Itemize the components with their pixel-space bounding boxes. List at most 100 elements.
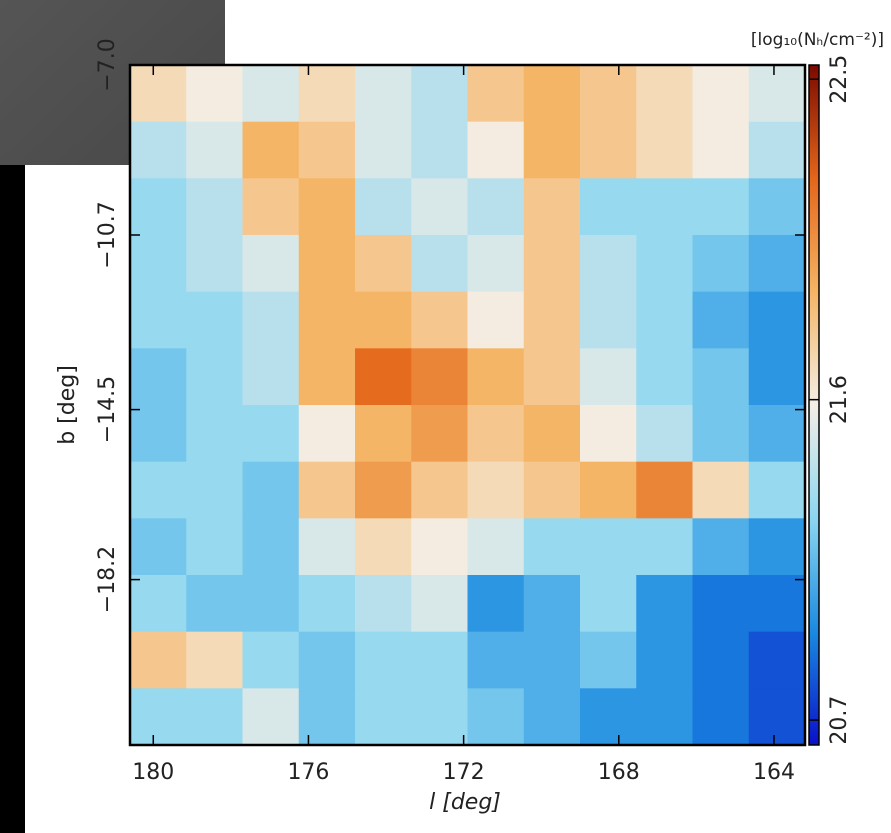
heatmap-cell [523, 348, 581, 406]
heatmap-cell [411, 178, 468, 236]
heatmap-cell [467, 688, 525, 745]
heatmap-cell [523, 121, 581, 179]
heatmap-cell [242, 235, 300, 293]
heatmap-cell [636, 688, 693, 745]
heatmap-cell [748, 688, 805, 745]
heatmap-cell [298, 178, 356, 236]
heatmap-cell [186, 461, 243, 519]
heatmap-cell [355, 291, 412, 349]
heatmap-cell [130, 291, 187, 349]
heatmap-cell [636, 235, 693, 293]
heatmap-cell [298, 518, 356, 576]
heatmap-cell [130, 518, 187, 576]
heatmap-cell [130, 235, 187, 293]
x-axis-label: l [deg] [429, 790, 501, 815]
heatmap-cell [298, 405, 356, 463]
heatmap-cell [748, 518, 805, 576]
heatmap-cell [467, 121, 525, 179]
heatmap-cell [355, 405, 412, 463]
heatmap-cell [242, 405, 300, 463]
heatmap-cell [580, 121, 637, 179]
heatmap-cell [636, 121, 693, 179]
heatmap-cell [411, 575, 468, 633]
colorbar-tick-label: 20.7 [827, 696, 852, 745]
heatmap-cell [298, 461, 356, 519]
heatmap-cell [186, 575, 243, 633]
heatmap-cell [186, 121, 243, 179]
heatmap-cell [298, 235, 356, 293]
heatmap-cell [636, 291, 693, 349]
heatmap-cell [580, 291, 637, 349]
heatmap-cell [580, 688, 637, 745]
colorbar-tick-label: 22.5 [827, 55, 852, 104]
heatmap-cell [242, 688, 300, 745]
heatmap-cell [467, 461, 525, 519]
heatmap-cell [523, 518, 581, 576]
heatmap-cell [242, 178, 300, 236]
heatmap-cell [580, 575, 637, 633]
heatmap-cell [523, 178, 581, 236]
x-tick-label: 180 [132, 760, 174, 785]
heatmap-cell [692, 235, 750, 293]
heatmap-cell [355, 178, 412, 236]
heatmap-cell [748, 65, 805, 123]
heatmap-cell [467, 291, 525, 349]
heatmap-cell [186, 291, 243, 349]
heatmap-cell [355, 235, 412, 293]
heatmap-cell [242, 575, 300, 633]
x-tick-label: 176 [287, 760, 329, 785]
heatmap-cell [748, 405, 805, 463]
heatmap-cell [692, 688, 750, 745]
plot-frame [128, 63, 807, 747]
y-tick-label: −14.5 [95, 376, 120, 443]
heatmap-cell [692, 65, 750, 123]
heatmap-cell [580, 235, 637, 293]
heatmap-cell [692, 631, 750, 689]
heatmap-cell [580, 518, 637, 576]
heatmap-cell [411, 688, 468, 745]
heatmap-cell [748, 461, 805, 519]
left-strip [0, 165, 25, 833]
heatmap-cell [636, 405, 693, 463]
heatmap-cell [411, 405, 468, 463]
map [130, 65, 805, 745]
heatmap-cell [130, 688, 187, 745]
heatmap-cell [748, 121, 805, 179]
heatmap-cell [692, 461, 750, 519]
heatmap-cell [692, 178, 750, 236]
heatmap-cell [467, 631, 525, 689]
heatmap-cell [130, 121, 187, 179]
heatmap-cell [467, 348, 525, 406]
heatmap-cell [355, 121, 412, 179]
heatmap-cell [186, 65, 243, 123]
heatmap-cell [411, 461, 468, 519]
heatmap-cell [523, 65, 581, 123]
x-tick-label: 164 [753, 760, 795, 785]
heatmap-cell [130, 348, 187, 406]
heatmap-cell [580, 348, 637, 406]
heatmap-cell [523, 461, 581, 519]
heatmap-cell [692, 405, 750, 463]
heatmap-cell [130, 178, 187, 236]
heatmap-cell [130, 575, 187, 633]
colorbar-tick-label: 21.6 [827, 375, 852, 424]
heatmap-cell [186, 405, 243, 463]
heatmap-cell [298, 65, 356, 123]
heatmap-cell [242, 461, 300, 519]
y-tick-label: −18.2 [95, 546, 120, 613]
heatmap-cell [186, 518, 243, 576]
heatmap-cell [467, 518, 525, 576]
heatmap-cell [242, 631, 300, 689]
heatmap-cell [692, 348, 750, 406]
heatmap-cell [523, 688, 581, 745]
heatmap-cell [580, 178, 637, 236]
heatmap-cell [523, 631, 581, 689]
x-tick-label: 172 [443, 760, 485, 785]
heatmap-cell [411, 121, 468, 179]
heatmap-cell [636, 461, 693, 519]
heatmap-cell [242, 348, 300, 406]
heatmap-cell [748, 575, 805, 633]
colorbar-label: [log₁₀(Nₕ/cm⁻²)] [751, 30, 884, 50]
heatmap-cell [636, 631, 693, 689]
